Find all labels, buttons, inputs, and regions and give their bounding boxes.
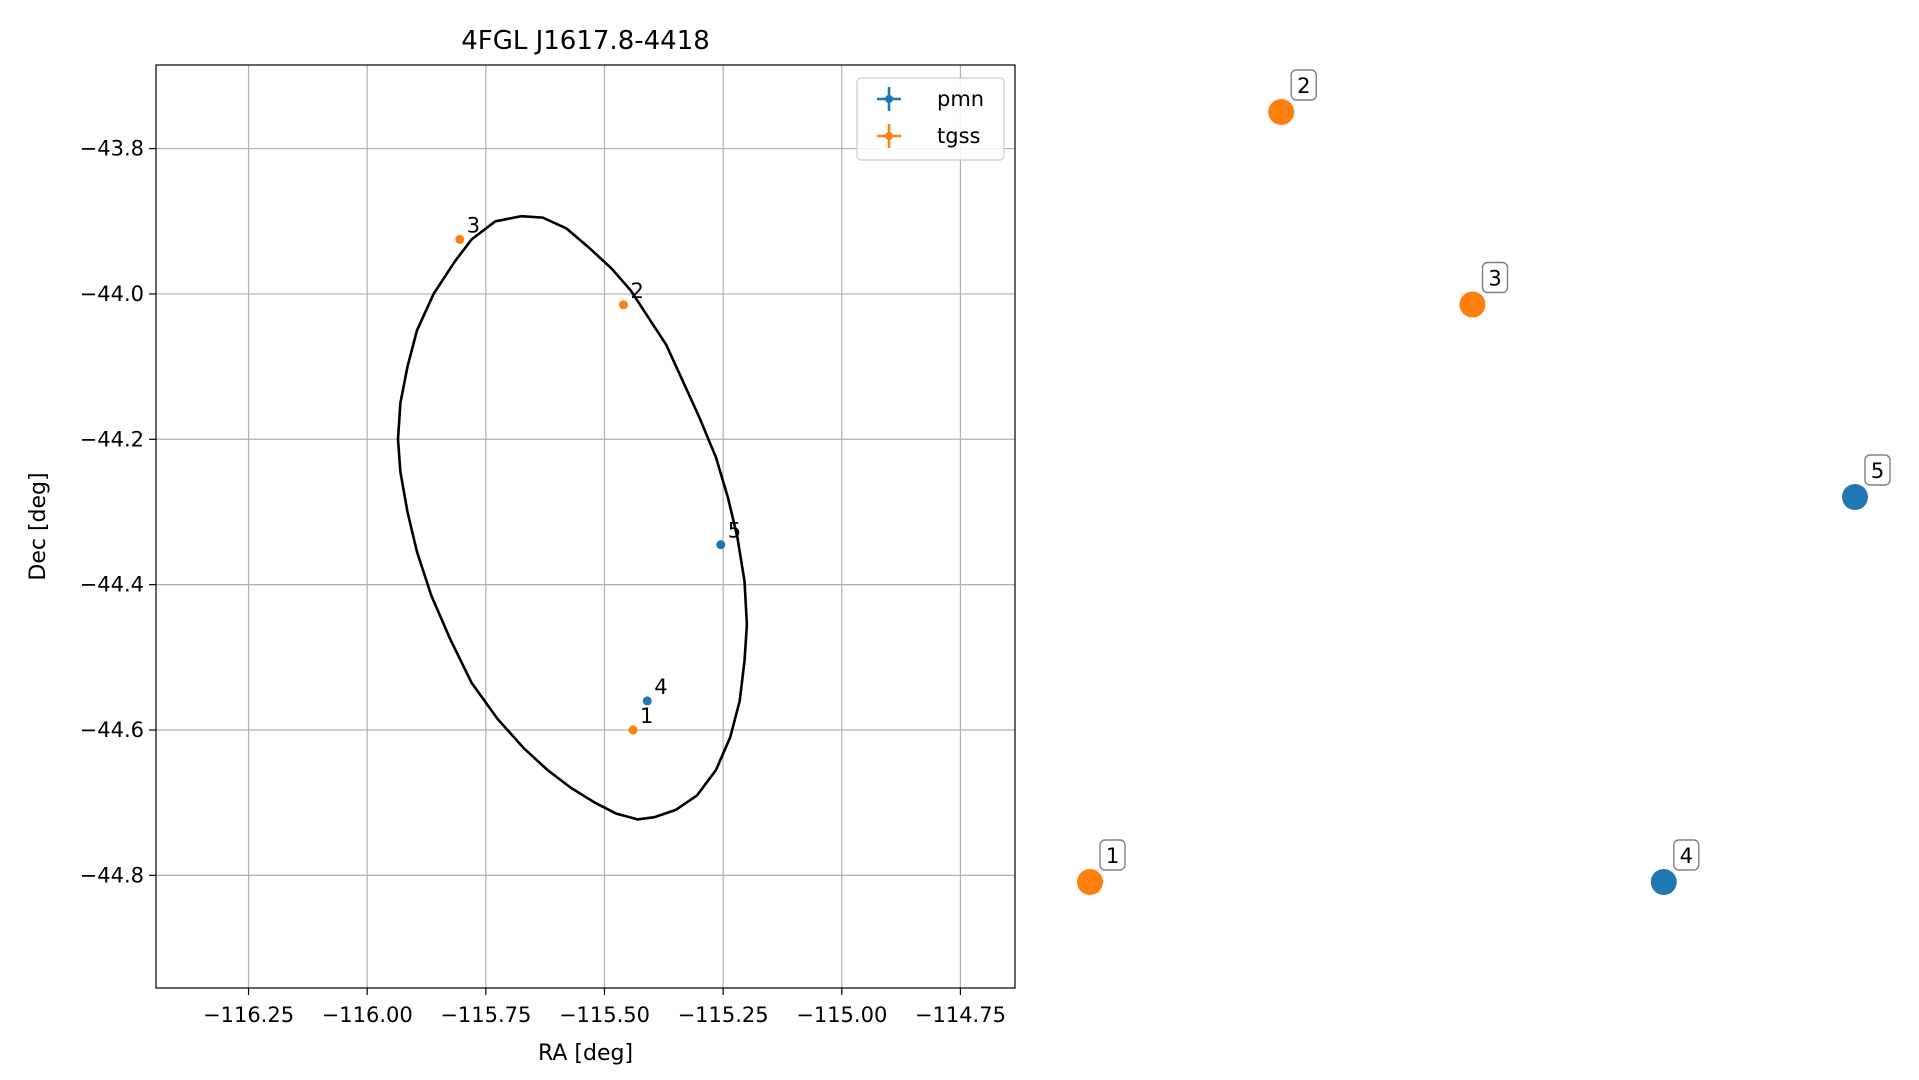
- grid: [156, 65, 1015, 988]
- y-tick-label: −44.6: [80, 718, 144, 742]
- chart-title: 4FGL J1617.8-4418: [461, 26, 710, 56]
- x-axis-label: RA [deg]: [538, 1041, 633, 1066]
- x-tick-label: −115.75: [440, 1003, 531, 1027]
- pmn-point-label: 4: [654, 675, 667, 699]
- node-point: [1842, 484, 1868, 510]
- legend-marker: [885, 95, 893, 103]
- error-ellipse: [396, 214, 749, 821]
- x-tick-label: −114.75: [915, 1003, 1006, 1027]
- y-tick-label: −43.8: [80, 137, 144, 161]
- pmn-point: [716, 540, 726, 550]
- plot-area: [156, 65, 1015, 988]
- tgss-point: [628, 725, 638, 735]
- secondary-plot: 4 5 1 2 3: [1077, 69, 1891, 895]
- x-tick-label: −116.00: [322, 1003, 413, 1027]
- node-label-box: [1864, 454, 1891, 486]
- legend-label-tgss: tgss: [937, 124, 980, 148]
- y-tick-label: −44.8: [80, 863, 144, 887]
- ellipse-layer: [396, 214, 749, 821]
- node-label-box: [1481, 261, 1509, 294]
- ticks: −116.25 −116.00 −115.75 −115.50 −115.25 −115.…: [80, 137, 1006, 1027]
- points-layer: 4 5 1 2 3: [455, 213, 741, 735]
- y-tick-label: −44.4: [80, 573, 144, 597]
- node-label: 2: [1297, 74, 1310, 98]
- y-tick-label: −44.2: [80, 427, 144, 451]
- y-axis-label: Dec [deg]: [26, 472, 51, 580]
- node-label: 5: [1871, 459, 1884, 483]
- tgss-point: [455, 234, 465, 244]
- tgss-point: [618, 300, 628, 310]
- legend-marker: [885, 132, 893, 140]
- legend: pmn tgss: [856, 77, 1005, 161]
- pmn-point: [642, 696, 652, 706]
- node-point: [1459, 291, 1486, 318]
- plot-frame: [155, 64, 1016, 989]
- main-plot: 4 5 1 2 3 −116.25 −116.00 −115.75 −115.50 −115.2…: [26, 26, 1016, 1066]
- node-point: [1650, 869, 1677, 895]
- node-point: [1268, 99, 1295, 125]
- node-label: 1: [1106, 844, 1119, 868]
- y-tick-label: −44.0: [80, 282, 144, 306]
- tgss-point-label: 2: [630, 279, 643, 303]
- x-tick-label: −115.50: [559, 1003, 650, 1027]
- x-tick-label: −116.25: [203, 1003, 294, 1027]
- node-label-box: [1673, 839, 1700, 871]
- legend-label-pmn: pmn: [937, 87, 984, 111]
- node-point: [1077, 869, 1103, 895]
- node-label: 3: [1488, 267, 1501, 291]
- node-label-box: [1290, 69, 1317, 101]
- tgss-point-label: 1: [640, 704, 653, 728]
- x-tick-label: −115.00: [796, 1003, 887, 1027]
- node-label-box: [1099, 839, 1126, 871]
- x-tick-label: −115.25: [678, 1003, 769, 1027]
- tgss-point-label: 3: [467, 213, 480, 237]
- pmn-point-label: 5: [728, 519, 741, 543]
- node-label: 4: [1680, 844, 1693, 868]
